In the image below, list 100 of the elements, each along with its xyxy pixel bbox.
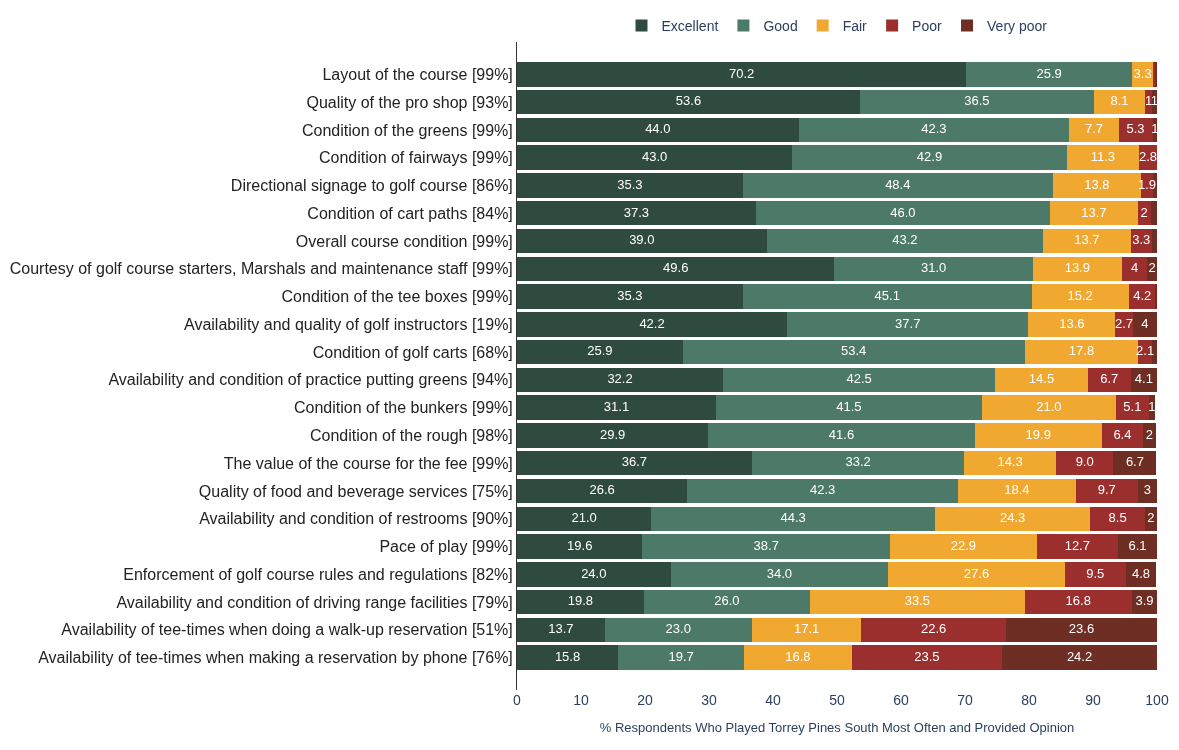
data-label: 53.6	[675, 93, 702, 109]
bar	[1145, 89, 1152, 115]
y-tick-label: Condition of the greens [99%]	[301, 121, 513, 139]
data-label: 16.8	[785, 648, 811, 664]
data-label: 1	[1150, 93, 1159, 109]
data-label: 16.8	[1065, 593, 1091, 609]
bar	[1032, 256, 1122, 282]
bar	[682, 339, 1025, 365]
data-label: 21.0	[571, 509, 597, 525]
data-label: 13.7	[1081, 204, 1107, 220]
x-tick-label: 10	[573, 692, 589, 708]
data-label: 2.8	[1139, 148, 1158, 164]
bar	[1031, 284, 1129, 309]
bar	[1055, 450, 1114, 476]
y-tick-label: Condition of the rough [98%]	[309, 427, 513, 445]
data-label: 3.9	[1135, 593, 1154, 609]
bar	[517, 117, 799, 143]
data-label: 1	[1148, 398, 1156, 414]
bar	[670, 562, 889, 587]
x-tick-label: 40	[765, 692, 781, 708]
bar	[1075, 478, 1138, 504]
bar	[1121, 256, 1148, 282]
data-label: 44.0	[645, 121, 671, 137]
bar	[964, 450, 1056, 476]
bar	[1024, 589, 1133, 615]
data-label: 29.9	[600, 426, 626, 442]
data-label: 21.0	[1036, 398, 1062, 414]
data-label: 17.1	[793, 621, 820, 637]
y-tick-label: Condition of golf carts [68%]	[312, 343, 513, 361]
x-tick-label: 20	[637, 692, 653, 708]
bar	[751, 450, 965, 476]
data-label: 43.2	[892, 232, 918, 248]
data-label: 42.5	[846, 371, 872, 387]
bar	[1069, 117, 1119, 143]
bar	[995, 367, 1088, 393]
y-tick-label: Availability and condition of practice putting greens [94%]	[108, 371, 513, 389]
y-tick-label: Directional signage to golf course [86%]	[230, 177, 513, 195]
bar	[861, 617, 1006, 643]
data-label: 33.5	[904, 593, 930, 609]
data-label: 3.3	[1133, 65, 1152, 81]
data-label: 35.3	[617, 287, 643, 303]
data-label: 19.9	[1025, 426, 1051, 442]
data-label: 22.6	[920, 621, 947, 637]
bar	[1113, 450, 1157, 476]
bar	[755, 201, 1051, 226]
data-label: 44.3	[780, 509, 806, 525]
data-label: 2	[1140, 204, 1148, 220]
y-tick-label: Pace of play [99%]	[379, 538, 513, 556]
bar	[766, 228, 1044, 254]
data-label: 6.7	[1100, 371, 1119, 387]
bar	[1043, 228, 1131, 254]
data-label: 4	[1141, 315, 1149, 331]
bar	[642, 534, 891, 559]
data-label: 31.1	[603, 398, 630, 414]
data-label: 18.4	[1004, 482, 1030, 498]
data-label: 3.3	[1132, 232, 1151, 248]
bar	[1050, 201, 1138, 226]
bar	[517, 645, 619, 670]
bar	[1132, 312, 1157, 337]
x-tick-label: 90	[1085, 692, 1101, 708]
bar	[744, 645, 852, 670]
bar	[723, 367, 996, 393]
y-tick-label: Availability of tee-times when making a reservation by phone [76%]	[38, 649, 513, 667]
data-label: 27.6	[963, 565, 990, 581]
bar	[981, 395, 1117, 420]
bar	[834, 256, 1033, 282]
data-label: 9.7	[1097, 482, 1116, 498]
bar	[974, 423, 1102, 448]
data-label: 9.5	[1086, 565, 1105, 581]
data-label: 2	[1147, 509, 1155, 525]
bar	[517, 395, 717, 420]
data-label: 4.1	[1134, 371, 1153, 387]
bar	[517, 617, 605, 643]
data-label: 13.9	[1064, 260, 1090, 276]
legend-label: Fair	[842, 18, 868, 35]
data-label: 15.8	[554, 648, 581, 664]
data-label: 38.7	[753, 537, 779, 553]
bar	[1064, 562, 1126, 587]
x-tick-label: 100	[1145, 692, 1169, 708]
data-label: 15.2	[1067, 287, 1093, 303]
data-label: 6.7	[1125, 454, 1144, 470]
data-label: 24.2	[1066, 648, 1093, 664]
y-tick-label: Enforcement of golf course rules and regulations [82%]	[123, 565, 513, 583]
data-label: 43.0	[641, 148, 668, 164]
data-label: 2	[1148, 260, 1156, 276]
data-label: 14.5	[1028, 371, 1055, 387]
bar	[708, 423, 975, 448]
data-label: 33.2	[845, 454, 871, 470]
bar	[517, 145, 793, 170]
data-label: 37.3	[623, 204, 650, 220]
bar	[716, 395, 982, 420]
bar	[517, 589, 644, 615]
data-label: 7.7	[1084, 121, 1103, 137]
bar	[888, 562, 1065, 587]
data-label: 19.8	[567, 593, 594, 609]
bar	[517, 62, 967, 87]
x-tick-label: 0	[513, 692, 522, 708]
legend-label: Excellent	[661, 18, 719, 35]
data-label: 25.9	[1036, 65, 1062, 81]
bar	[517, 312, 788, 337]
